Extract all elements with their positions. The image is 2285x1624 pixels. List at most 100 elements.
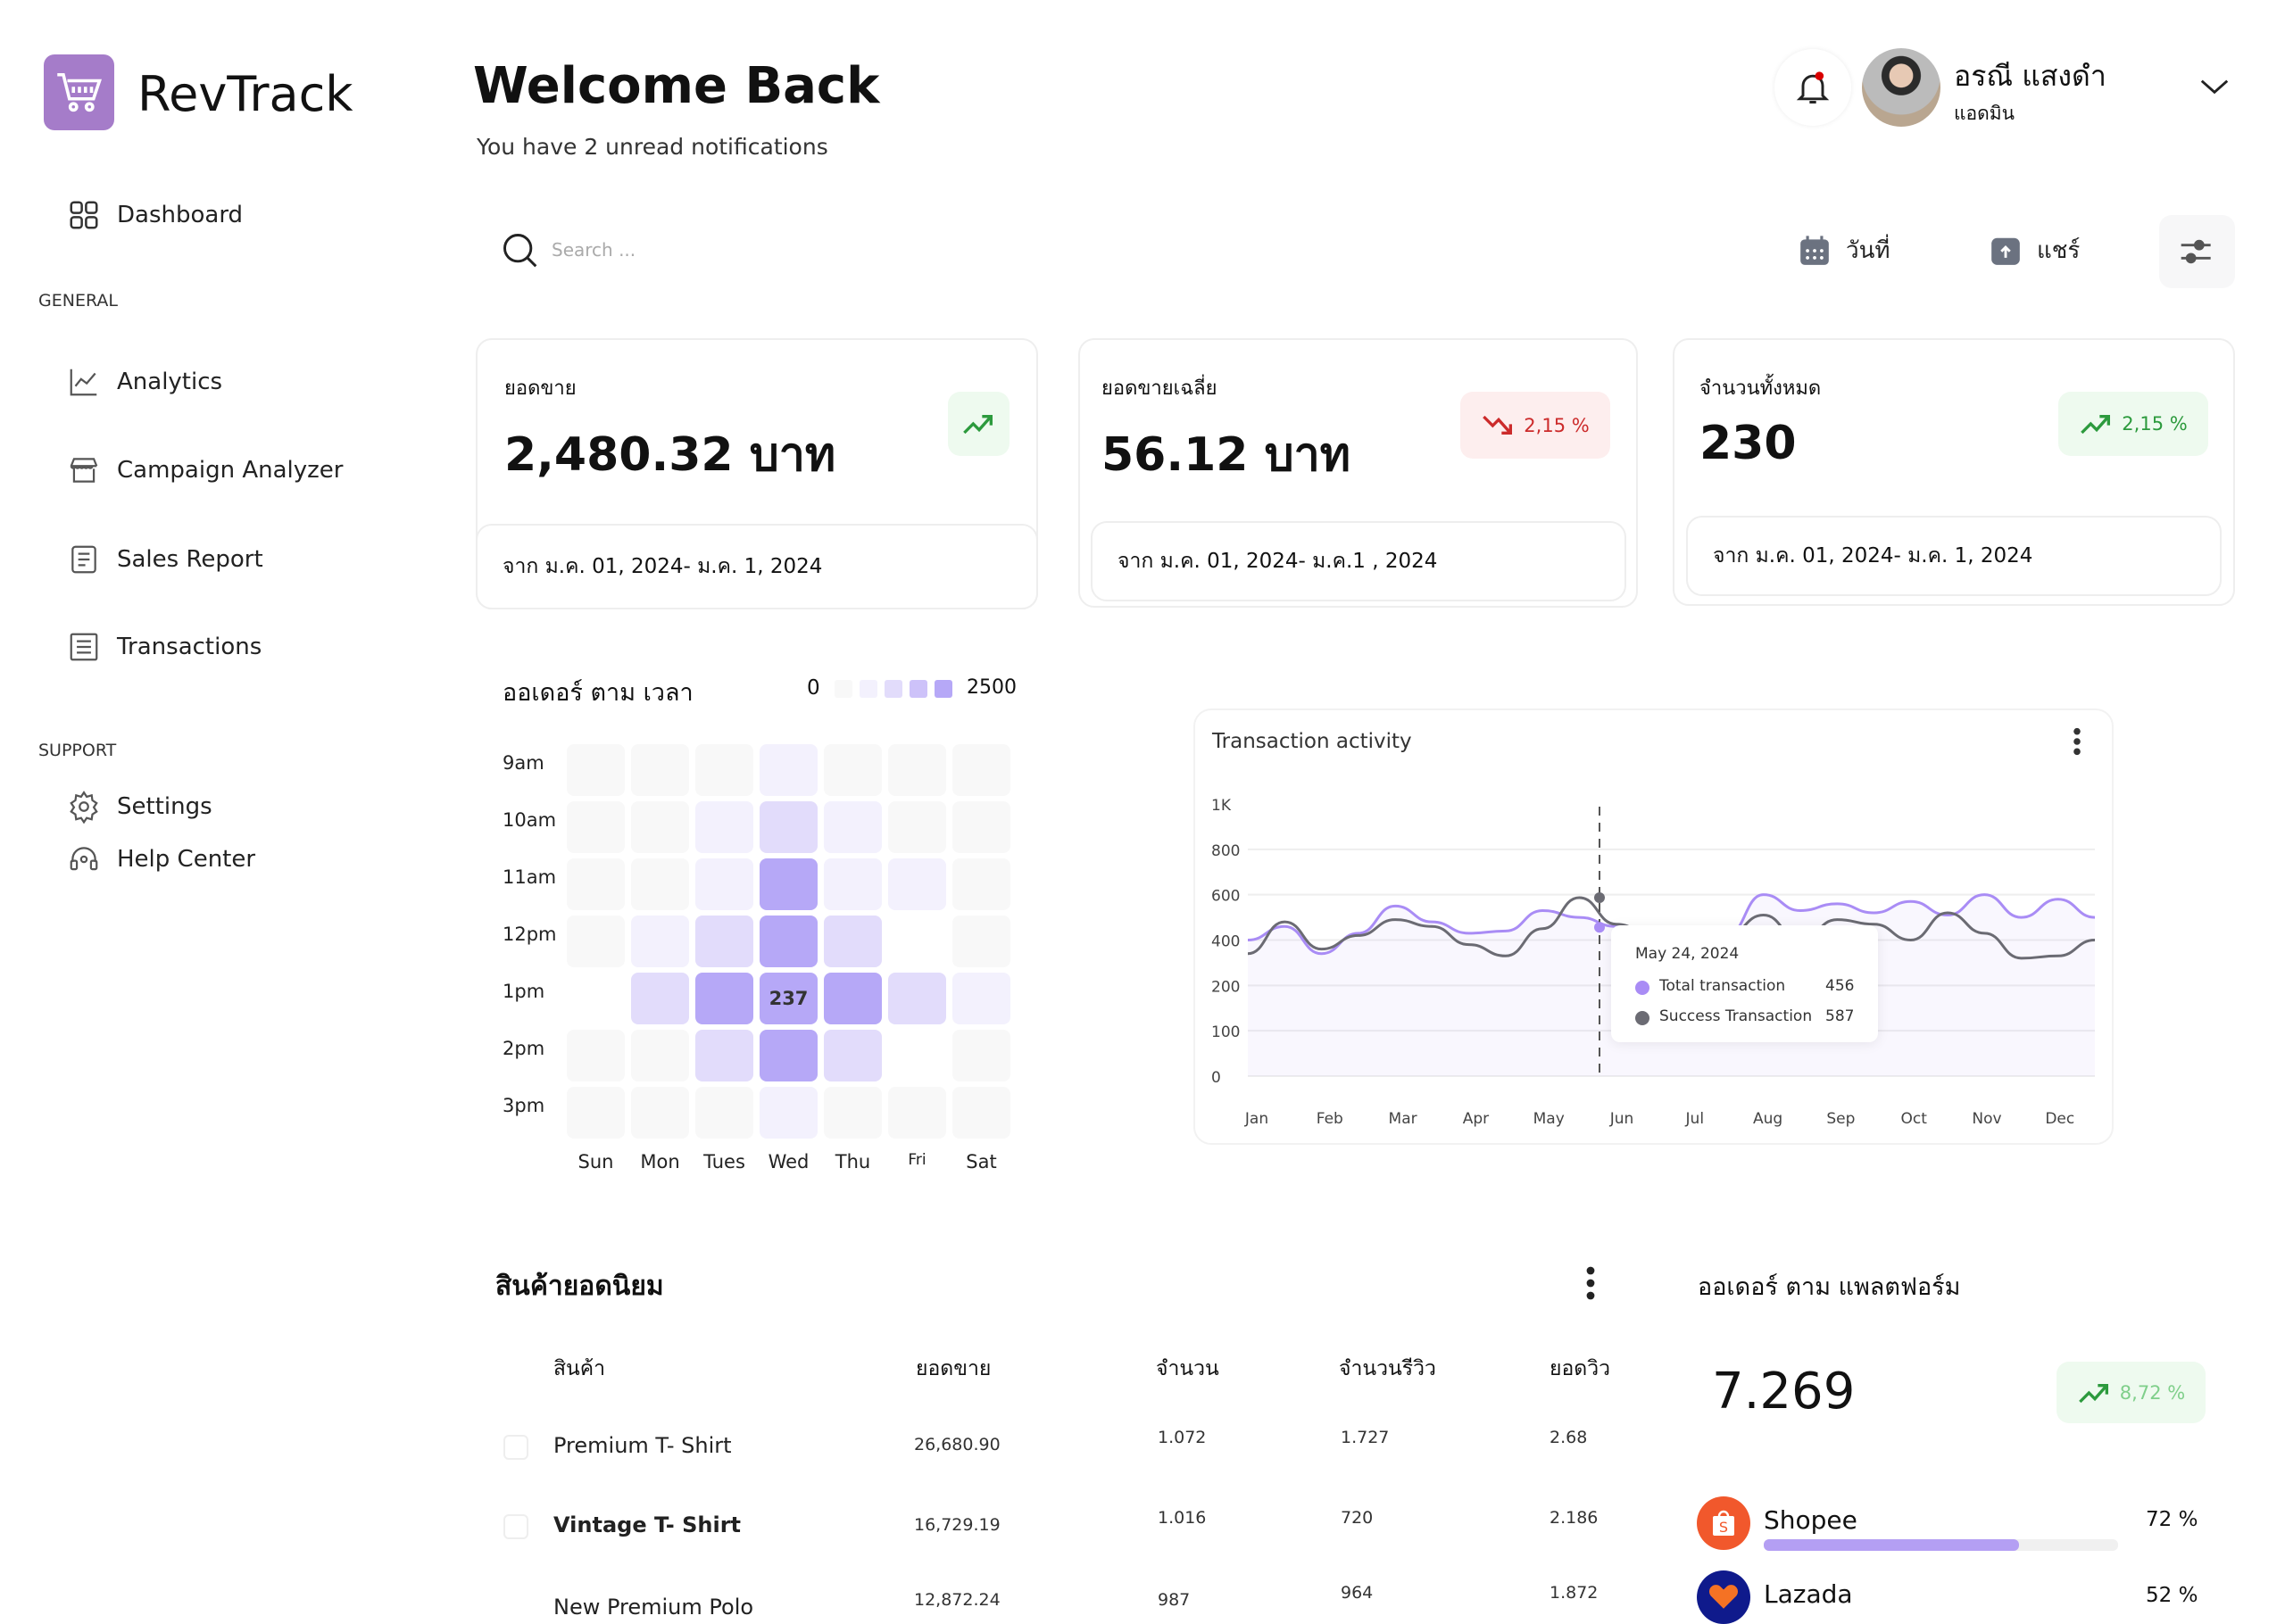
- share-button[interactable]: แชร์: [1989, 232, 2080, 269]
- column-header-product[interactable]: สินค้า: [553, 1357, 606, 1380]
- heatmap-cell[interactable]: [631, 744, 689, 796]
- heatmap-cell[interactable]: [631, 801, 689, 853]
- heatmap-cell[interactable]: [760, 1030, 818, 1081]
- heatmap-cell[interactable]: [631, 1087, 689, 1139]
- trend-badge: 2,15 %: [1460, 392, 1610, 459]
- heatmap-cell[interactable]: [952, 916, 1010, 967]
- x-tick-label: Mar: [1389, 1110, 1417, 1128]
- heatmap-cell[interactable]: [824, 916, 882, 967]
- trend-value: 8,72 %: [2119, 1381, 2186, 1404]
- heatmap-cell[interactable]: [695, 801, 753, 853]
- avatar[interactable]: [1862, 48, 1940, 127]
- platform-name: Lazada: [1764, 1579, 1853, 1609]
- heatmap-cell[interactable]: [567, 916, 625, 967]
- heatmap-cell[interactable]: [631, 1030, 689, 1081]
- sidebar-item-sales-report[interactable]: Sales Report: [67, 543, 263, 576]
- line-chart-icon: [70, 369, 97, 396]
- stat-card-total-count: จำนวนทั้งหมด 230 2,15 % จาก ม.ค. 01, 202…: [1673, 338, 2235, 606]
- page-title: Welcome Back: [473, 57, 880, 115]
- heatmap-cell[interactable]: [695, 858, 753, 910]
- column-header-reviews[interactable]: จำนวนรีวิว: [1339, 1357, 1436, 1380]
- heatmap-cell[interactable]: [695, 1087, 753, 1139]
- sidebar-item-label: Settings: [117, 793, 212, 820]
- heatmap-cell[interactable]: [631, 916, 689, 967]
- heatmap-cell[interactable]: [888, 1087, 946, 1139]
- heatmap-cell[interactable]: [824, 1030, 882, 1081]
- legend-swatch: [885, 680, 902, 698]
- heatmap-cell[interactable]: [888, 973, 946, 1024]
- y-tick-label: 200: [1211, 978, 1240, 996]
- heatmap-cell[interactable]: [824, 858, 882, 910]
- card-label: ยอดขายเฉลี่ย: [1101, 377, 1217, 400]
- sidebar-item-settings[interactable]: Settings: [67, 790, 212, 824]
- sidebar-item-dashboard[interactable]: Dashboard: [67, 198, 243, 232]
- heatmap-cell[interactable]: [695, 973, 753, 1024]
- notification-button[interactable]: [1774, 49, 1851, 126]
- svg-text:S: S: [1719, 1519, 1728, 1536]
- heatmap-row-label: 11am: [503, 866, 557, 888]
- search-input[interactable]: Search ...: [500, 230, 636, 269]
- heatmap-cell[interactable]: [695, 744, 753, 796]
- heatmap-cell[interactable]: [824, 744, 882, 796]
- hover-point-total: [1594, 922, 1605, 933]
- heatmap-col-label: Tues: [703, 1151, 745, 1172]
- heatmap-cell[interactable]: [888, 916, 946, 967]
- chevron-down-icon[interactable]: [2198, 75, 2231, 102]
- heatmap-cell[interactable]: [952, 1030, 1010, 1081]
- heatmap-cell[interactable]: [567, 858, 625, 910]
- heatmap-cell[interactable]: [952, 973, 1010, 1024]
- column-header-quantity[interactable]: จำนวน: [1156, 1357, 1219, 1380]
- sidebar-item-transactions[interactable]: Transactions: [67, 630, 262, 664]
- sidebar-item-analytics[interactable]: Analytics: [67, 365, 222, 399]
- stat-card-average-sales: ยอดขายเฉลี่ย 56.12 บาท 2,15 % จาก ม.ค. 0…: [1078, 338, 1638, 608]
- heatmap-cell[interactable]: [567, 973, 625, 1024]
- heatmap-cell[interactable]: [888, 858, 946, 910]
- x-tick-label: Nov: [1972, 1110, 2001, 1128]
- heatmap-cell[interactable]: [567, 1030, 625, 1081]
- heatmap-cell[interactable]: [631, 973, 689, 1024]
- product-sales: 26,680.90: [914, 1435, 1001, 1454]
- heatmap-cell[interactable]: [760, 916, 818, 967]
- heatmap-cell[interactable]: [760, 801, 818, 853]
- heatmap-cell[interactable]: [567, 744, 625, 796]
- heatmap-cell[interactable]: [888, 801, 946, 853]
- heatmap-cell[interactable]: [824, 801, 882, 853]
- heatmap-cell[interactable]: [888, 744, 946, 796]
- heatmap-cell[interactable]: [631, 858, 689, 910]
- heatmap-cell[interactable]: [760, 744, 818, 796]
- heatmap-cell[interactable]: [952, 1087, 1010, 1139]
- heatmap-cell[interactable]: 237: [760, 973, 818, 1024]
- heatmap-cell[interactable]: [952, 858, 1010, 910]
- heatmap-cell[interactable]: [760, 858, 818, 910]
- y-tick-label: 400: [1211, 933, 1240, 951]
- heatmap-cell[interactable]: [760, 1087, 818, 1139]
- x-tick-label: Jun: [1609, 1110, 1634, 1128]
- share-label: แชร์: [2037, 237, 2081, 264]
- column-header-sales[interactable]: ยอดขาย: [916, 1357, 992, 1380]
- heatmap-cell[interactable]: [567, 1087, 625, 1139]
- trend-badge: 8,72 %: [2056, 1362, 2206, 1423]
- date-button[interactable]: วันที่: [1798, 232, 1890, 269]
- heatmap-cell[interactable]: [952, 744, 1010, 796]
- heatmap-cell[interactable]: [567, 801, 625, 853]
- heatmap-cell[interactable]: [824, 973, 882, 1024]
- sidebar-item-label: Transactions: [117, 634, 262, 660]
- y-tick-label: 100: [1211, 1023, 1240, 1041]
- heatmap-cell[interactable]: [888, 1030, 946, 1081]
- heatmap-cell[interactable]: [695, 1030, 753, 1081]
- filter-button[interactable]: [2159, 215, 2235, 288]
- column-header-views[interactable]: ยอดวิว: [1550, 1357, 1611, 1380]
- product-quantity: 1.072: [1158, 1428, 1207, 1447]
- row-checkbox[interactable]: [503, 1514, 528, 1539]
- more-options-icon[interactable]: [2072, 726, 2082, 760]
- tooltip-success-label: Success Transaction: [1659, 1007, 1813, 1025]
- sidebar-item-help-center[interactable]: Help Center: [67, 842, 255, 876]
- row-checkbox[interactable]: [503, 1435, 528, 1460]
- more-options-icon[interactable]: [1585, 1265, 1596, 1305]
- sidebar-item-campaign-analyzer[interactable]: Campaign Analyzer: [67, 453, 343, 487]
- heatmap-cell[interactable]: [952, 801, 1010, 853]
- upload-icon: [1991, 237, 2020, 265]
- heatmap-cell[interactable]: [695, 916, 753, 967]
- heatmap-cell[interactable]: [824, 1087, 882, 1139]
